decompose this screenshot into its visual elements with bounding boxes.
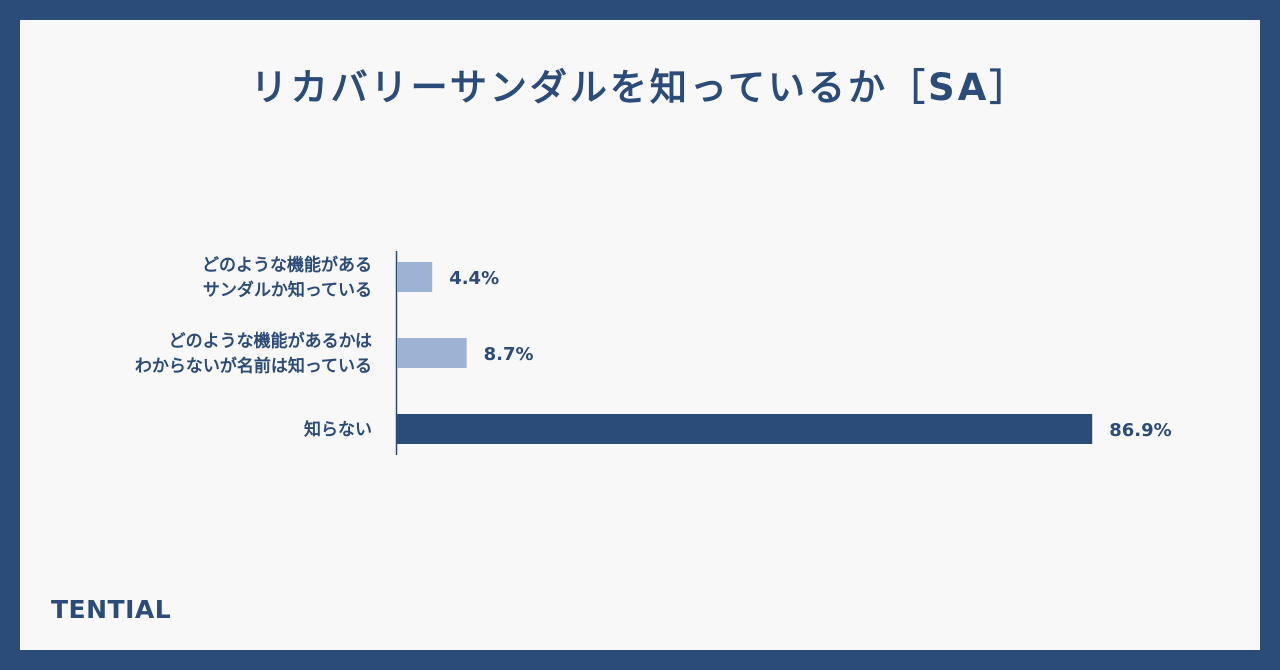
- bar-2: [397, 338, 467, 368]
- category-label-2-line-2: わからないが名前は知っている: [135, 356, 372, 377]
- category-label-1-line-2: サンダルか知っている: [203, 280, 372, 301]
- category-label-2-line-1: どのような機能があるかは: [169, 331, 372, 352]
- brand-logo: TENTIAL: [51, 595, 172, 624]
- bar-1: [397, 262, 433, 292]
- category-label-3-line-1: 知らない: [303, 419, 372, 440]
- value-label-2: 8.7%: [484, 344, 534, 365]
- chart-panel: [20, 20, 1260, 650]
- chart-title: リカバリーサンダルを知っているか［SA］: [250, 66, 1030, 109]
- value-label-3: 86.9%: [1109, 420, 1171, 441]
- value-label-1: 4.4%: [449, 268, 499, 289]
- category-label-1-line-1: どのような機能がある: [202, 255, 372, 276]
- bar-3: [397, 414, 1093, 444]
